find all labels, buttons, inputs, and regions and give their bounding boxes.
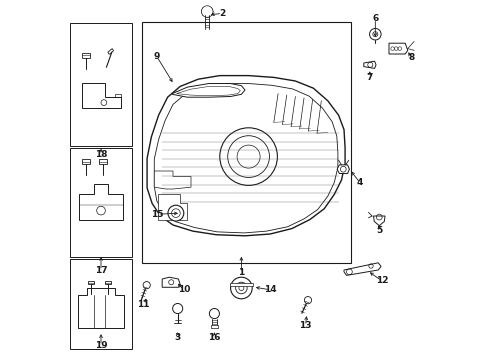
Bar (82, 53, 90, 58)
Bar (143, 22, 351, 263)
Text: 19: 19 (95, 341, 107, 350)
Bar (82, 159, 90, 164)
Circle shape (168, 205, 184, 221)
Polygon shape (389, 43, 408, 54)
Text: 16: 16 (208, 333, 220, 342)
Text: 10: 10 (177, 285, 190, 294)
Bar (211, 325, 218, 328)
Text: 11: 11 (137, 300, 150, 309)
Circle shape (172, 303, 183, 314)
Bar (71, 148, 132, 257)
Text: 12: 12 (375, 276, 388, 285)
Polygon shape (230, 283, 253, 286)
Circle shape (236, 282, 247, 294)
Circle shape (237, 145, 260, 168)
Text: 9: 9 (153, 52, 160, 61)
Polygon shape (364, 61, 376, 68)
Text: 13: 13 (299, 321, 312, 330)
Polygon shape (373, 216, 385, 226)
Polygon shape (176, 86, 240, 96)
Text: 5: 5 (376, 226, 382, 235)
Polygon shape (344, 263, 381, 275)
Circle shape (231, 277, 252, 299)
Bar (99, 159, 107, 164)
Polygon shape (77, 288, 124, 328)
Circle shape (369, 28, 381, 40)
Text: 17: 17 (95, 266, 107, 275)
Text: 1: 1 (238, 269, 245, 277)
Circle shape (304, 297, 312, 304)
Circle shape (201, 6, 213, 17)
Polygon shape (201, 8, 213, 15)
Text: 18: 18 (95, 150, 107, 159)
Bar (71, 23, 132, 146)
Polygon shape (162, 277, 180, 287)
Bar (105, 281, 111, 284)
Text: 3: 3 (174, 333, 181, 342)
Text: 14: 14 (264, 285, 276, 294)
Circle shape (172, 209, 180, 217)
Bar (88, 281, 94, 284)
Text: 7: 7 (366, 73, 372, 82)
Text: 6: 6 (372, 14, 378, 23)
Polygon shape (79, 184, 122, 220)
Polygon shape (147, 76, 345, 236)
Polygon shape (154, 171, 191, 189)
Polygon shape (158, 194, 187, 220)
Circle shape (228, 136, 270, 177)
Bar (71, 259, 132, 349)
Polygon shape (154, 84, 338, 233)
Polygon shape (172, 84, 245, 97)
Text: 8: 8 (408, 53, 415, 62)
Text: 4: 4 (357, 178, 364, 187)
Text: 2: 2 (219, 9, 225, 18)
Circle shape (220, 128, 277, 185)
Circle shape (209, 309, 220, 319)
Text: 15: 15 (151, 210, 164, 219)
Polygon shape (82, 83, 121, 108)
Polygon shape (337, 165, 349, 174)
Circle shape (143, 282, 150, 289)
